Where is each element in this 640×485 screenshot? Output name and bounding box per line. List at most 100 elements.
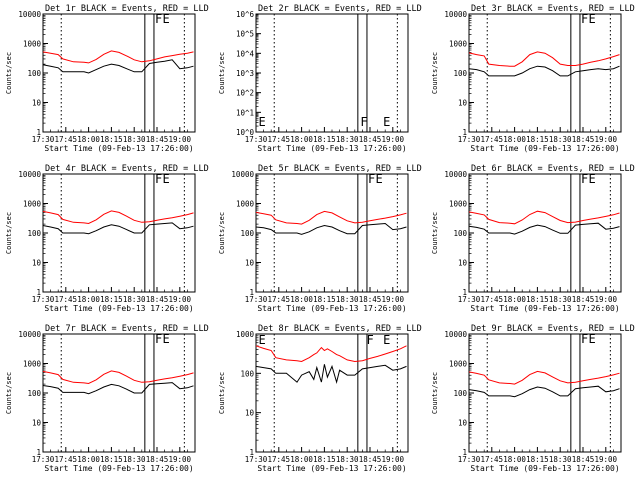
x-tick-label: 18:15 <box>526 455 549 464</box>
y-tick-label: 10^4 <box>236 49 255 58</box>
chart-title: Det 2r BLACK = Events, RED = LLD <box>258 4 422 14</box>
chart-title: Det 5r BLACK = Events, RED = LLD <box>258 164 422 174</box>
y-axis-label: Counts/sec <box>431 212 439 254</box>
y-tick-label: 1 <box>36 288 41 297</box>
x-tick-label: 17:30 <box>245 455 268 464</box>
y-tick-label: 100 <box>453 69 467 78</box>
x-tick-label: 18:00 <box>503 135 526 144</box>
y-tick-label: 10 <box>458 419 468 428</box>
x-tick-label: 17:45 <box>481 295 504 304</box>
plot-frame <box>42 333 196 453</box>
x-tick-label: 18:15 <box>526 295 549 304</box>
plot-frame <box>468 13 622 133</box>
marker-letter: E <box>376 172 383 186</box>
y-tick-label: 1000 <box>236 330 255 339</box>
series-line-events <box>42 59 194 74</box>
marker-letter: E <box>259 115 266 129</box>
y-tick-label: 10000 <box>444 170 467 179</box>
y-tick-label: 10000 <box>444 10 467 19</box>
x-tick-label: 18:45 <box>359 135 382 144</box>
chart-title: Det 3r BLACK = Events, RED = LLD <box>471 4 635 14</box>
detector-panel-8: Det 8r BLACK = Events, RED = LLD 1 10 100 10… <box>218 324 422 473</box>
x-axis-label: Start Time (09-Feb-13 17:26:00) <box>44 144 193 153</box>
y-tick-label: 100 <box>240 229 254 238</box>
x-axis-label: Start Time (09-Feb-13 17:26:00) <box>470 304 619 313</box>
x-tick-label: 17:30 <box>245 295 268 304</box>
plot-frame <box>468 333 622 453</box>
x-tick-label: 18:30 <box>549 455 572 464</box>
chart-title: Det 9r BLACK = Events, RED = LLD <box>471 324 635 334</box>
marker-letter: F <box>360 115 367 129</box>
series-line-events <box>255 222 407 235</box>
x-tick-label: 18:45 <box>146 295 169 304</box>
x-tick-label: 17:30 <box>32 135 55 144</box>
x-tick-label: 17:45 <box>268 455 291 464</box>
x-tick-label: 19:00 <box>169 295 192 304</box>
y-tick-label: 10 <box>245 409 255 418</box>
y-axis-label: Counts/sec <box>218 212 226 254</box>
x-tick-label: 18:00 <box>503 295 526 304</box>
series-line-events <box>468 385 620 398</box>
y-tick-label: 1000 <box>449 40 468 49</box>
x-tick-label: 17:45 <box>55 135 78 144</box>
x-tick-label: 18:45 <box>572 295 595 304</box>
series-line-events <box>42 222 194 235</box>
y-tick-label: 1000 <box>449 360 468 369</box>
x-tick-label: 18:00 <box>290 455 313 464</box>
x-axis-label: Start Time (09-Feb-13 17:26:00) <box>257 304 406 313</box>
detector-panel-1: Det 1r BLACK = Events, RED = LLD 1 10 100 10… <box>5 4 209 153</box>
x-tick-label: 18:45 <box>359 295 382 304</box>
marker-letter: E <box>589 172 596 186</box>
x-tick-label: 18:45 <box>359 455 382 464</box>
marker-letter: E <box>383 115 390 129</box>
x-tick-label: 17:45 <box>481 135 504 144</box>
chart-title: Det 7r BLACK = Events, RED = LLD <box>45 324 209 334</box>
marker-letter: E <box>163 332 170 346</box>
y-axis-label: Counts/sec <box>431 372 439 414</box>
y-tick-label: 10 <box>458 259 468 268</box>
x-tick-label: 17:30 <box>458 455 481 464</box>
y-tick-label: 1 <box>36 128 41 137</box>
detector-panel-4: Det 4r BLACK = Events, RED = LLD 1 10 100 10… <box>5 164 209 313</box>
x-tick-label: 18:30 <box>123 455 146 464</box>
y-tick-label: 100 <box>453 389 467 398</box>
x-tick-label: 19:00 <box>382 455 405 464</box>
y-tick-label: 100 <box>27 69 41 78</box>
y-tick-label: 100 <box>27 389 41 398</box>
series-line-events <box>468 65 620 77</box>
x-tick-label: 18:30 <box>336 455 359 464</box>
series-line-lld <box>42 210 194 225</box>
x-tick-label: 18:00 <box>77 295 100 304</box>
y-tick-label: 1000 <box>23 360 42 369</box>
plot-frame <box>42 13 196 133</box>
detector-panel-2: Det 2r BLACK = Events, RED = LLD 10^0 10^1… <box>218 4 422 153</box>
detector-panel-5: Det 5r BLACK = Events, RED = LLD 1 10 100 10… <box>218 164 422 313</box>
y-tick-label: 1000 <box>236 200 255 209</box>
marker-letter: F <box>366 333 373 347</box>
y-tick-label: 1 <box>462 448 467 457</box>
x-tick-label: 17:45 <box>268 135 291 144</box>
chart-title: Det 4r BLACK = Events, RED = LLD <box>45 164 209 174</box>
x-tick-label: 18:45 <box>146 455 169 464</box>
y-axis-label: Counts/sec <box>5 52 13 94</box>
x-tick-label: 19:00 <box>169 455 192 464</box>
series-line-lld <box>468 51 620 67</box>
x-tick-label: 18:15 <box>100 135 123 144</box>
x-tick-label: 18:15 <box>313 295 336 304</box>
series-line-lld <box>255 210 407 225</box>
y-tick-label: 10000 <box>231 170 254 179</box>
y-tick-label: 1 <box>462 128 467 137</box>
x-tick-label: 19:00 <box>595 295 618 304</box>
series-line-events <box>42 382 194 395</box>
detector-panel-9: Det 9r BLACK = Events, RED = LLD 1 10 100 10… <box>431 324 635 473</box>
series-line-events <box>468 222 620 235</box>
x-tick-label: 18:30 <box>549 135 572 144</box>
x-tick-label: 19:00 <box>382 295 405 304</box>
y-tick-label: 10^2 <box>236 89 254 98</box>
y-axis-label: Counts/sec <box>5 372 13 414</box>
y-tick-label: 1000 <box>23 40 42 49</box>
y-tick-label: 10^6 <box>236 10 255 19</box>
x-axis-label: Start Time (09-Feb-13 17:26:00) <box>257 464 406 473</box>
series-line-lld <box>42 370 194 385</box>
